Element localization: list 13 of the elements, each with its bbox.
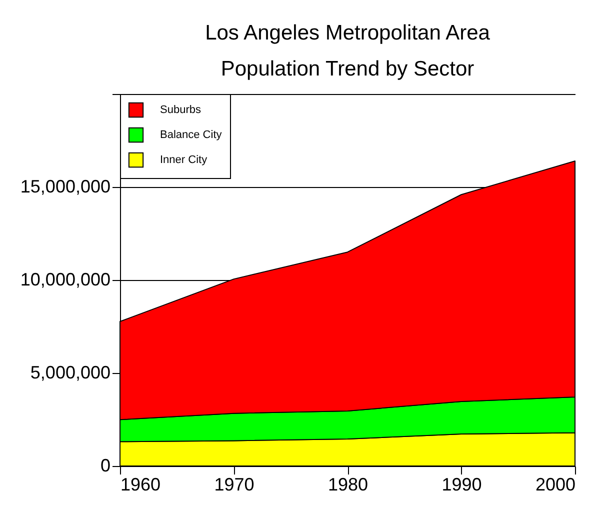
x-tick-label: 1960 (120, 474, 161, 494)
y-tick-label: 10,000,000 (20, 270, 110, 290)
y-tick-label: 0 (100, 456, 110, 476)
y-tick-label: 5,000,000 (30, 362, 110, 382)
legend-label: Balance City (160, 129, 222, 141)
legend-label: Suburbs (160, 104, 202, 116)
x-tick-label: 2000 (535, 474, 576, 494)
x-tick-label: 1990 (442, 474, 482, 494)
x-tick-label: 1980 (328, 474, 368, 494)
legend-label: Inner City (160, 154, 208, 166)
chart-title: Los Angeles Metropolitan Area Population Trend by Sector (205, 22, 490, 80)
y-tick-label: 15,000,000 (20, 176, 110, 196)
x-tick-label: 1970 (214, 474, 254, 494)
